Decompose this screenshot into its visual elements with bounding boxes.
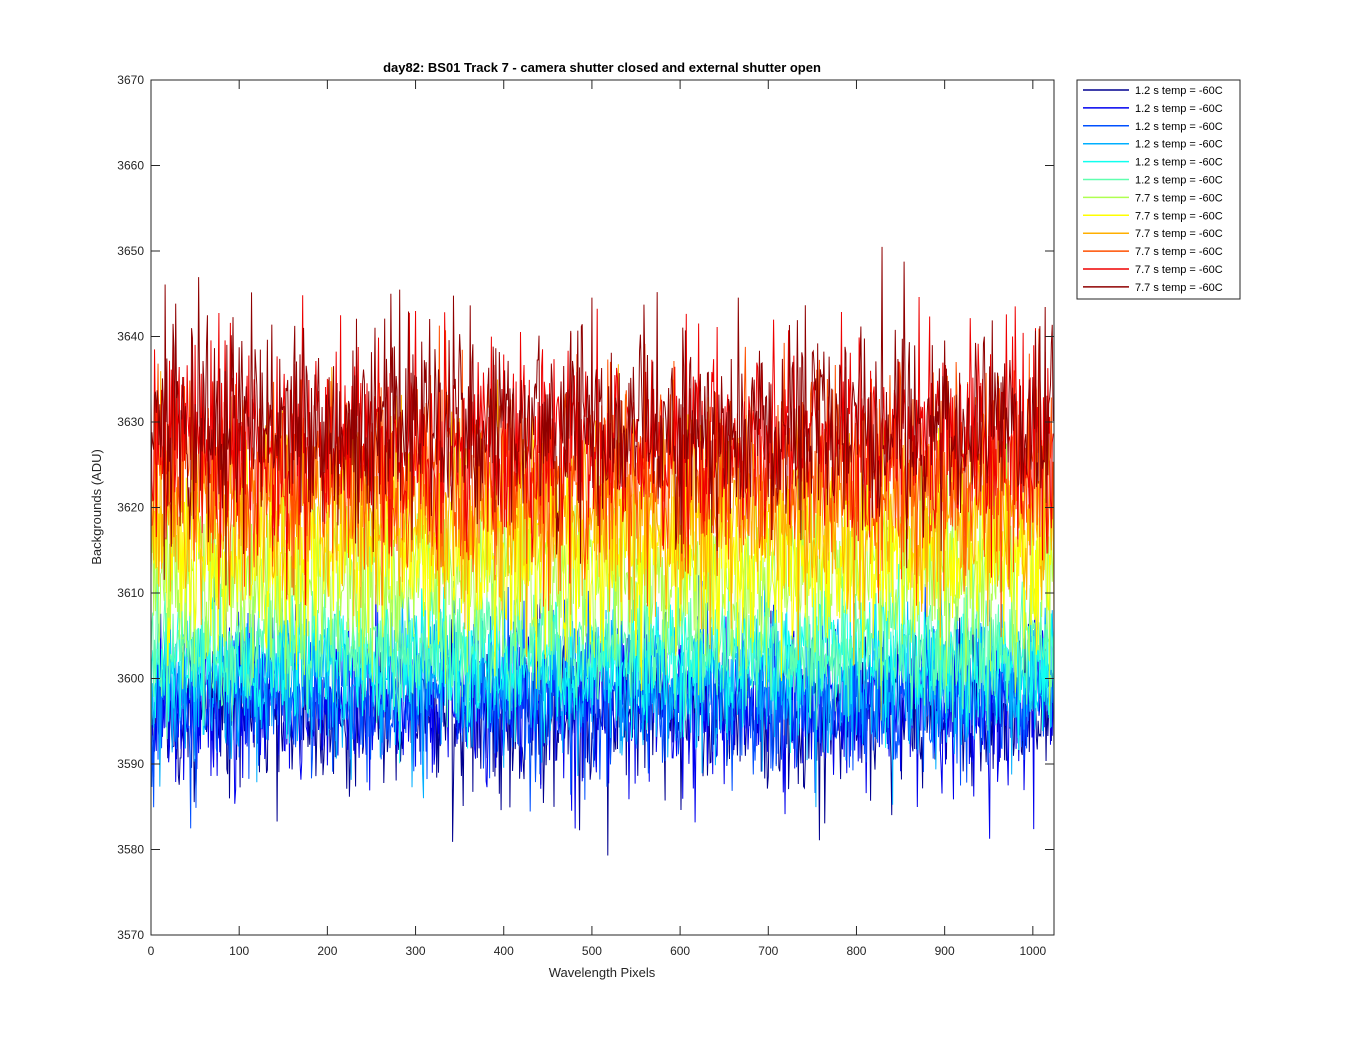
legend-entry-label: 1.2 s temp = -60C	[1135, 85, 1223, 97]
legend-box	[1076, 79, 1241, 300]
series-line-12	[151, 246, 1054, 586]
legend-entry-label: 1.2 s temp = -60C	[1135, 139, 1223, 151]
y-tick-label: 3650	[117, 244, 144, 258]
x-tick-label: 700	[758, 944, 778, 958]
tick-marks	[150, 79, 1054, 936]
y-tick-label: 3580	[117, 843, 144, 857]
legend-entry-label: 7.7 s temp = -60C	[1135, 282, 1223, 294]
y-tick-label: 3590	[117, 757, 144, 771]
x-tick-label: 200	[317, 944, 337, 958]
series-line-8	[151, 410, 1054, 691]
x-tick-label: 0	[148, 944, 155, 958]
legend: 1.2 s temp = -60C 1.2 s temp = -60C 1.2 s …	[1076, 79, 1241, 300]
y-tick-label: 3570	[117, 928, 144, 942]
x-tick-label: 400	[494, 944, 514, 958]
x-tick-label: 500	[582, 944, 602, 958]
y-axis-label: Backgrounds (ADU)	[89, 449, 104, 565]
series-layer	[151, 246, 1054, 856]
legend-entry-label: 7.7 s temp = -60C	[1135, 210, 1223, 222]
x-axis-label: Wavelength Pixels	[549, 965, 656, 980]
y-tick-labels: 3570 3580 3590 3600 3610 3620 3630 3640 3650 3660…	[117, 73, 144, 942]
legend-entry-label: 1.2 s temp = -60C	[1135, 103, 1223, 115]
series-line-2	[151, 584, 1054, 839]
y-tick-label: 3600	[117, 672, 144, 686]
y-tick-label: 3630	[117, 415, 144, 429]
x-tick-label: 100	[229, 944, 249, 958]
legend-entry-label: 1.2 s temp = -60C	[1135, 157, 1223, 169]
legend-entry-label: 7.7 s temp = -60C	[1135, 246, 1223, 258]
x-tick-label: 1000	[1019, 944, 1046, 958]
x-tick-labels: 0 100 200 300 400 500 600 700 800 900 1000	[148, 944, 1047, 958]
legend-entries: 1.2 s temp = -60C 1.2 s temp = -60C 1.2 s …	[1083, 85, 1223, 294]
legend-entry-label: 1.2 s temp = -60C	[1135, 121, 1223, 133]
y-tick-label: 3660	[117, 159, 144, 173]
series-line-3	[151, 575, 1054, 829]
x-tick-label: 900	[935, 944, 955, 958]
legend-entry-label: 7.7 s temp = -60C	[1135, 228, 1223, 240]
y-tick-label: 3670	[117, 73, 144, 87]
chart-title: day82: BS01 Track 7 - camera shutter clo…	[383, 60, 821, 75]
legend-entry-label: 7.7 s temp = -60C	[1135, 192, 1223, 204]
x-tick-label: 600	[670, 944, 690, 958]
y-tick-label: 3640	[117, 330, 144, 344]
x-tick-label: 800	[846, 944, 866, 958]
legend-entry-label: 7.7 s temp = -60C	[1135, 264, 1223, 276]
x-tick-label: 300	[406, 944, 426, 958]
legend-entry-label: 1.2 s temp = -60C	[1135, 175, 1223, 187]
y-tick-label: 3610	[117, 586, 144, 600]
y-tick-label: 3620	[117, 501, 144, 515]
